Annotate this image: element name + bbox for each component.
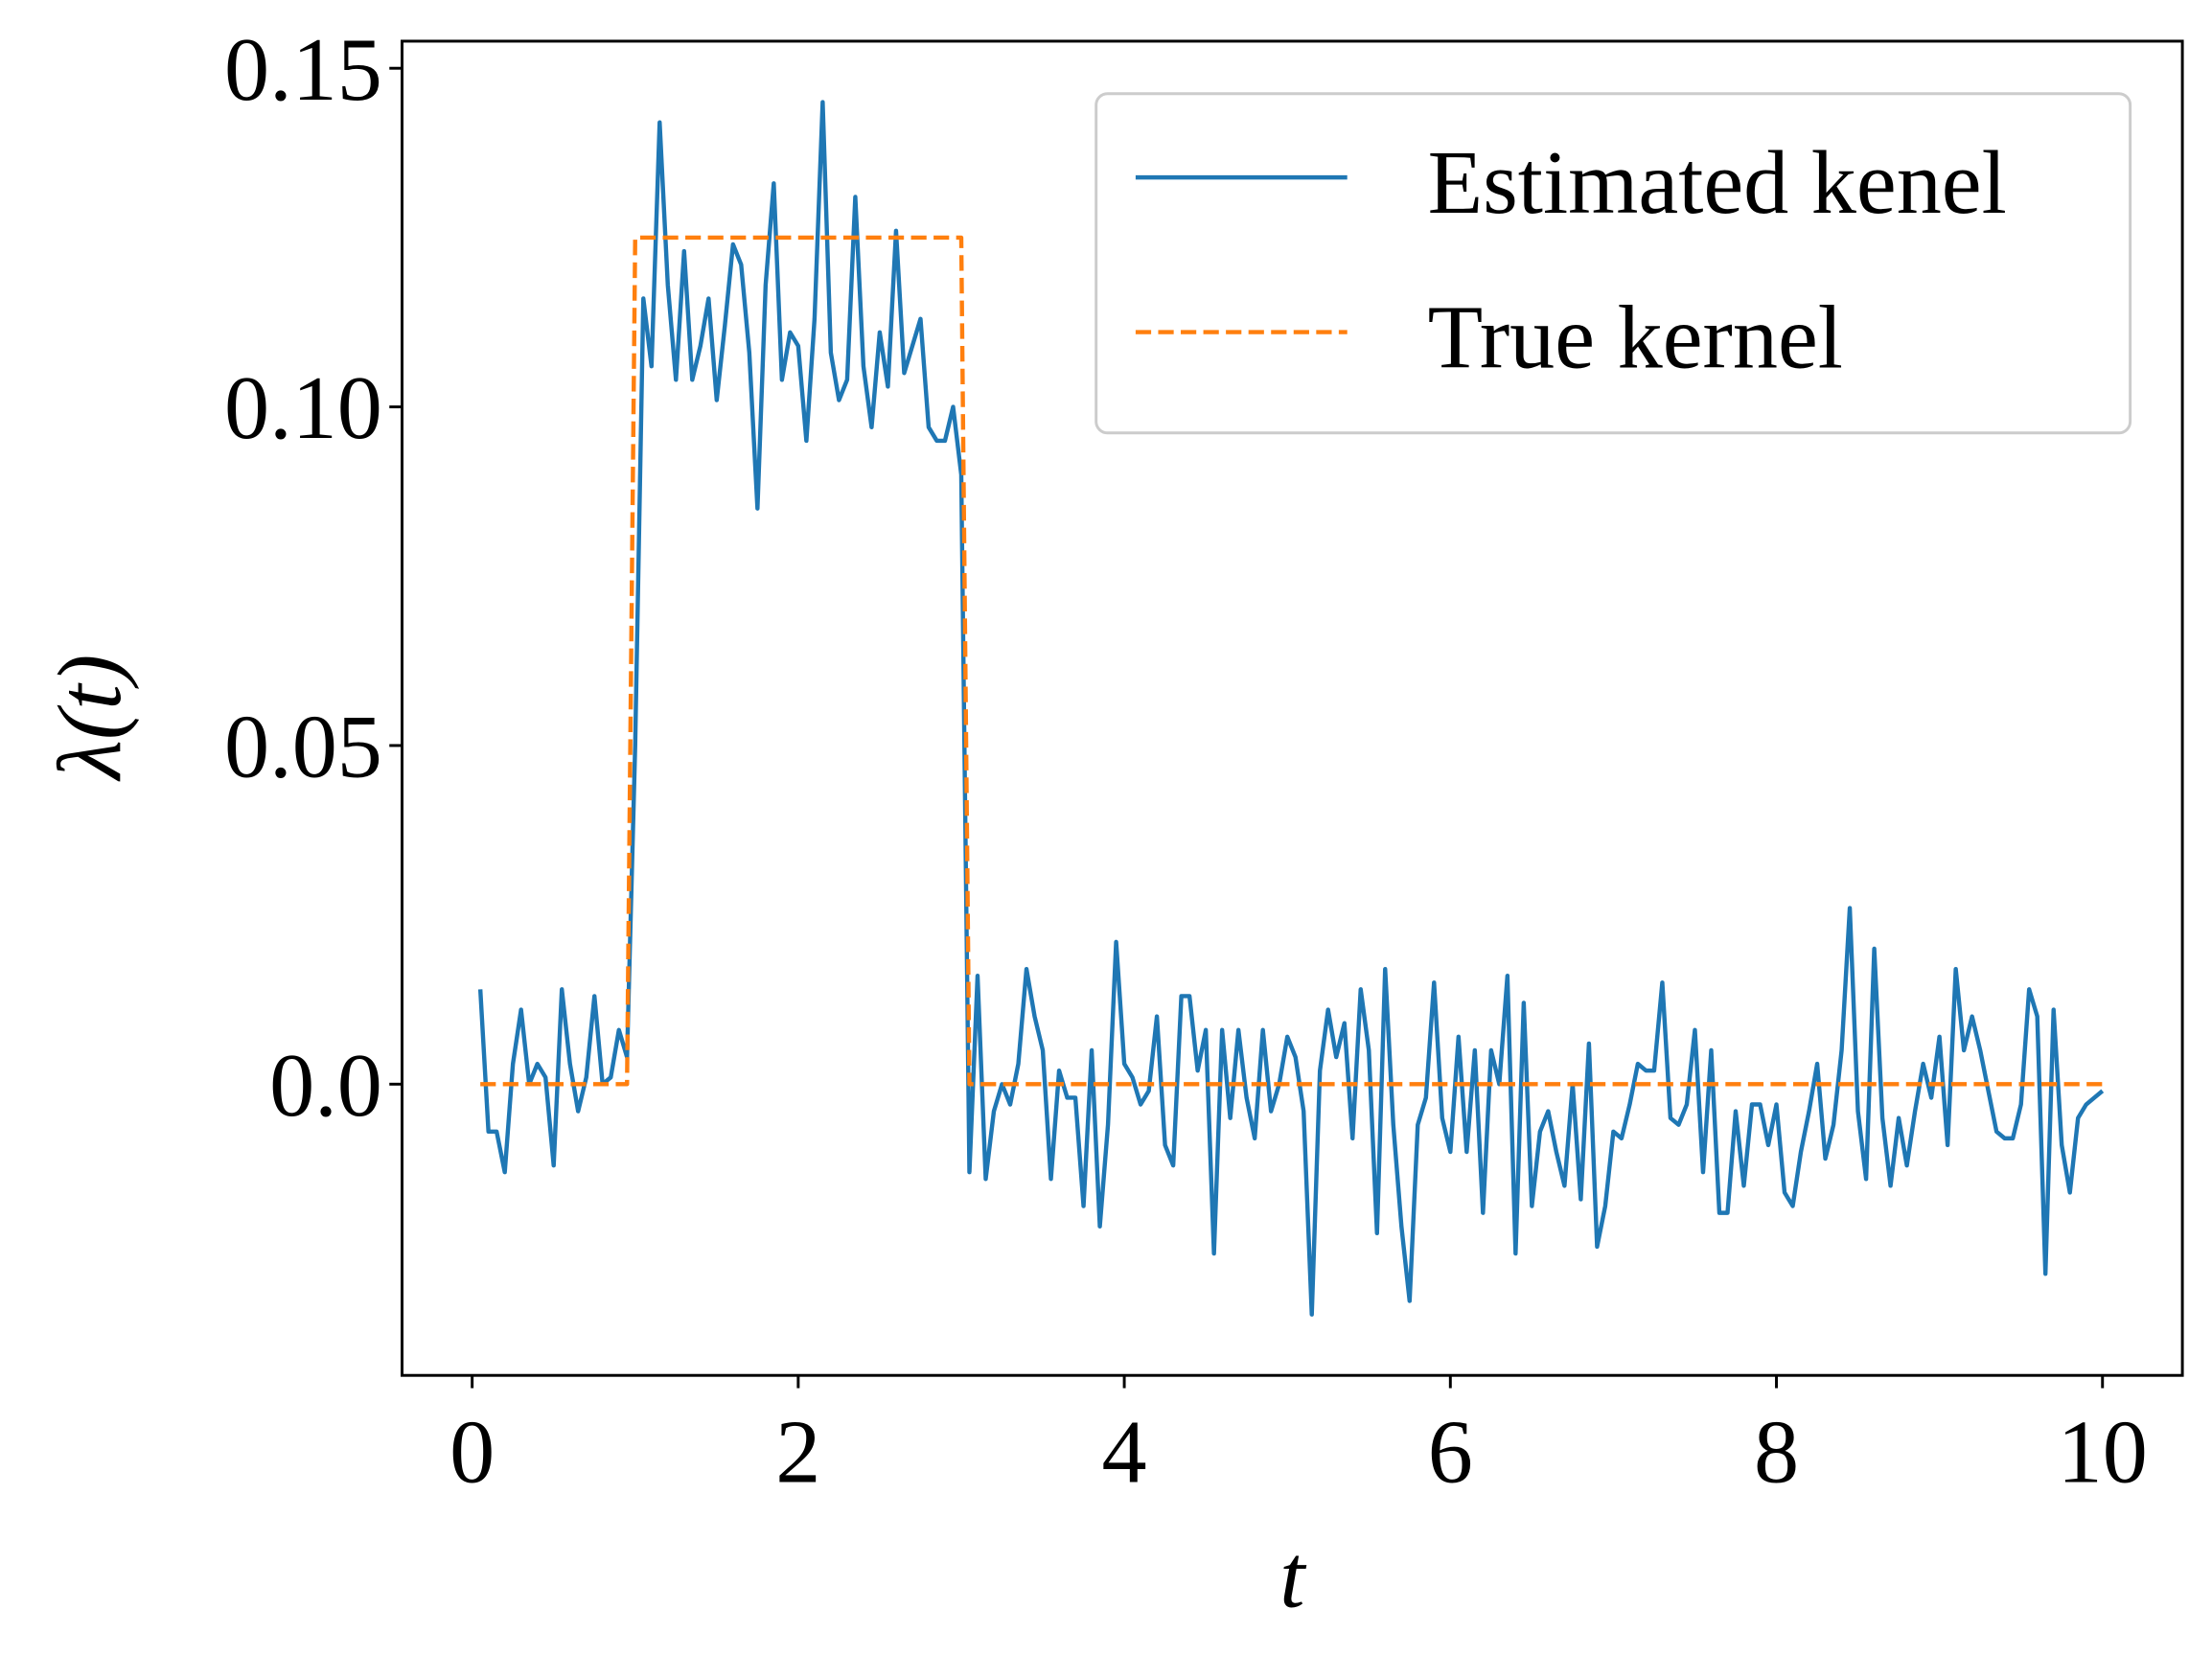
- y-tick-label: 0.10: [224, 358, 382, 458]
- x-tick-label: 10: [2058, 1402, 2148, 1502]
- plot-frame: [401, 39, 2184, 1377]
- y-tick-label: 0.15: [224, 20, 382, 120]
- legend-label: True kernel: [1428, 287, 1843, 387]
- x-axis-label: t: [1279, 1527, 1307, 1626]
- x-tick-label: 8: [1754, 1402, 1799, 1502]
- legend-box: [1094, 92, 2132, 435]
- x-tick-label: 0: [449, 1402, 495, 1502]
- x-tick-label: 6: [1428, 1402, 1473, 1502]
- legend-label: Estimated kenel: [1428, 133, 2007, 233]
- y-tick-label: 0.0: [269, 1036, 382, 1136]
- y-tick-label: 0.05: [224, 697, 382, 796]
- x-tick-label: 2: [775, 1402, 820, 1502]
- series-line: [477, 100, 2105, 1317]
- y-axis-label: λ(t): [40, 655, 140, 783]
- series-line: [480, 235, 2103, 1087]
- x-tick-label: 4: [1102, 1402, 1147, 1502]
